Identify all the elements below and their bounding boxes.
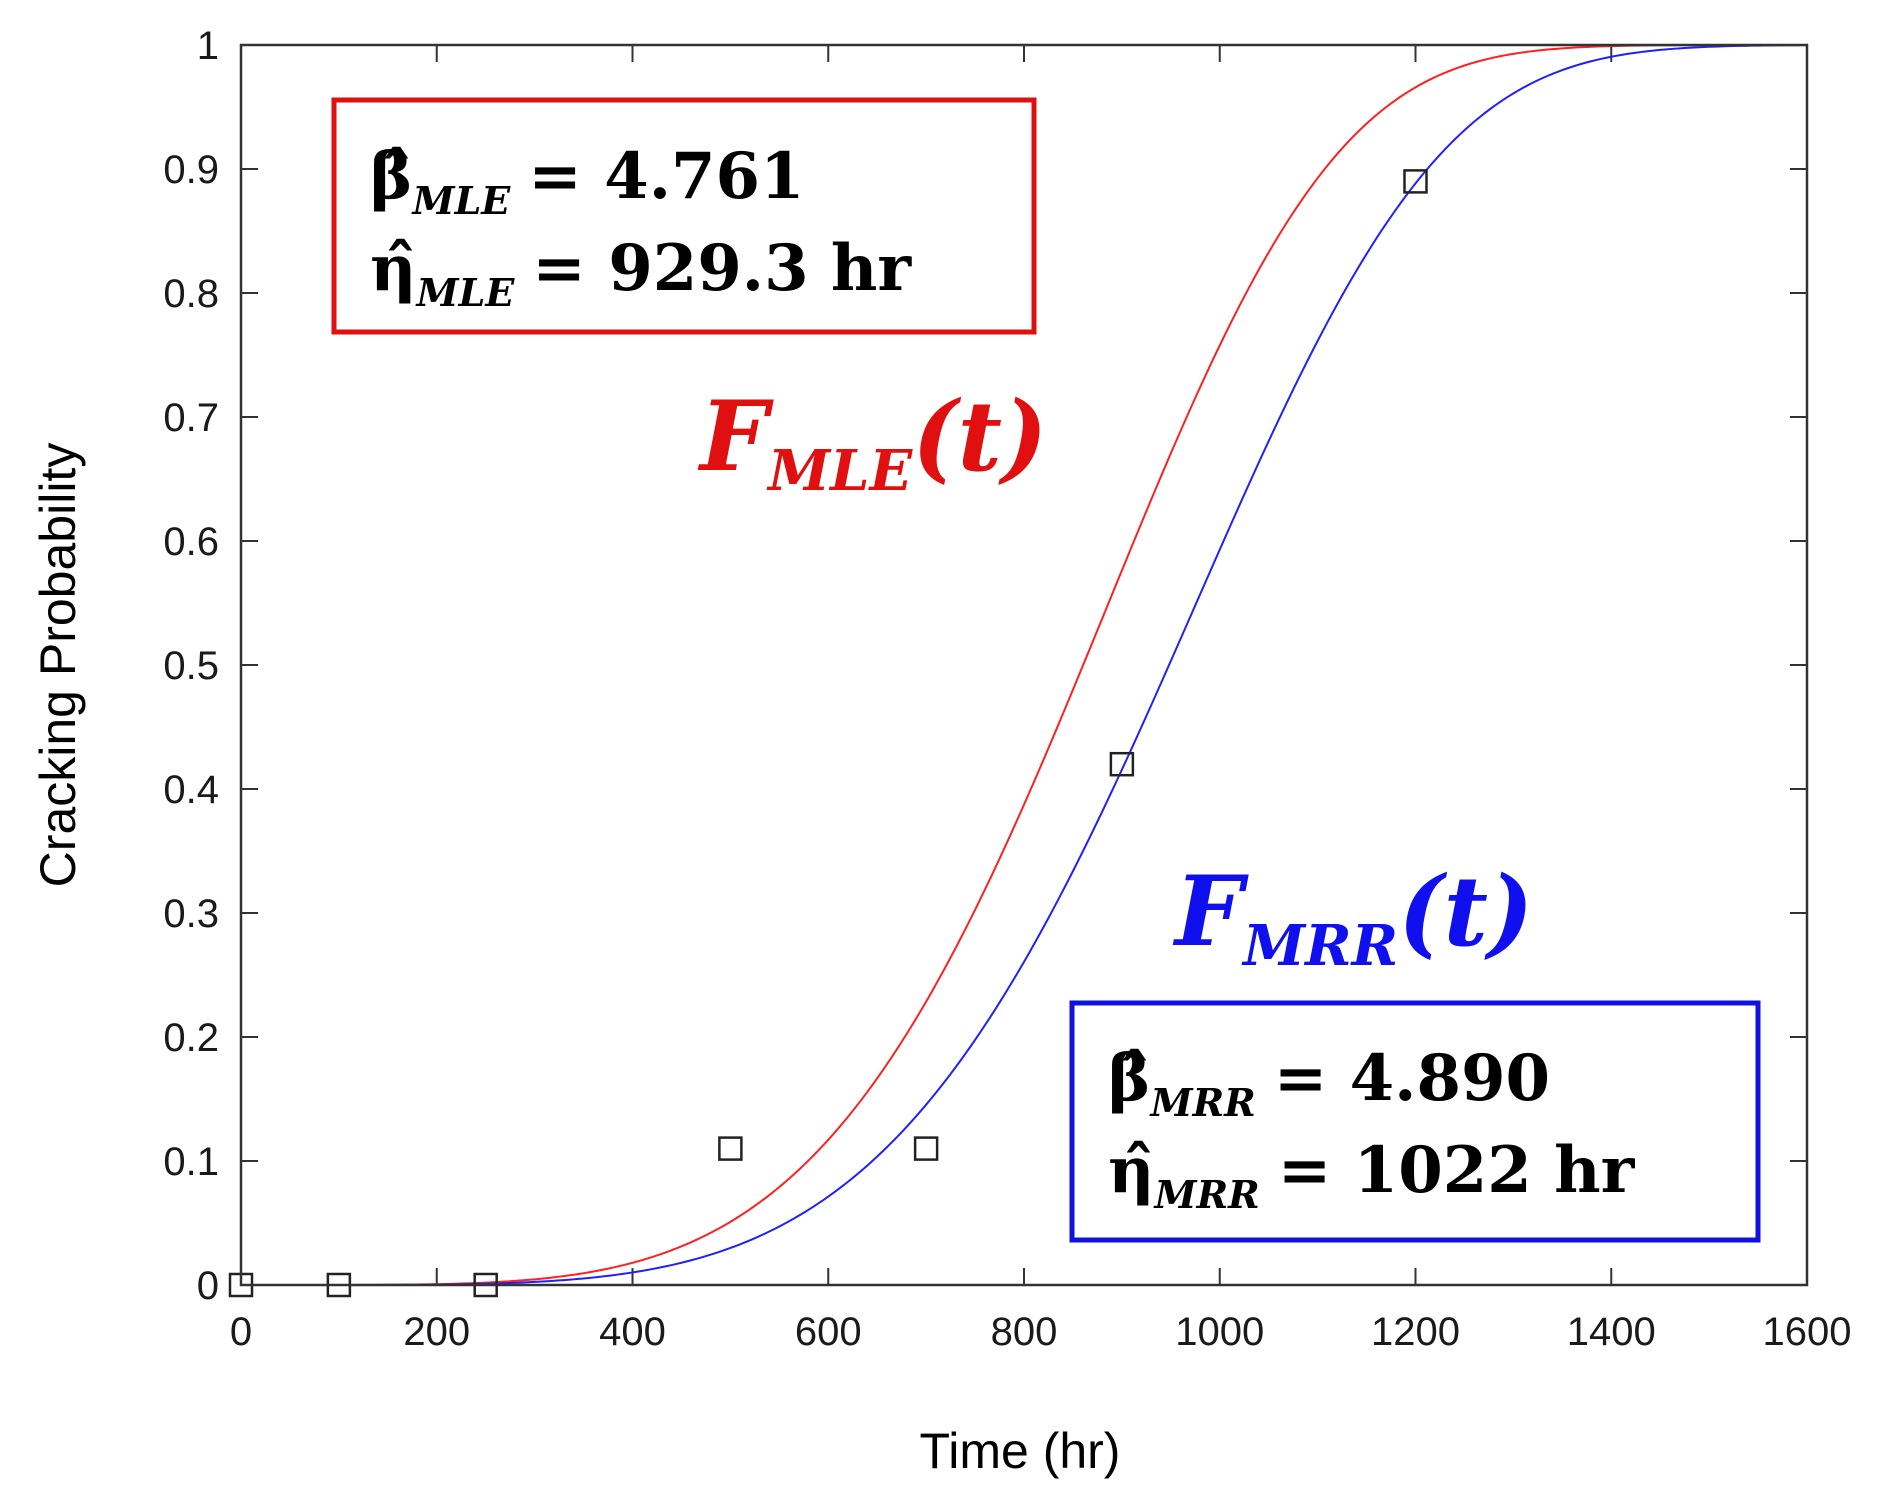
x-tick-label: 1600: [1763, 1310, 1852, 1354]
mrr-cdf-curve: [241, 44, 1808, 1286]
x-axis-title: Time (hr): [920, 1423, 1121, 1479]
x-tick-label: 1200: [1371, 1310, 1460, 1354]
y-tick-label: 0.4: [163, 768, 219, 812]
mle-box-frame: [331, 97, 1037, 335]
y-tick-labels: 0 0.1 0.2 0.3 0.4 0.5 0.6 0.7 0.8 0.9 1: [163, 24, 219, 1308]
x-tick-label: 800: [991, 1310, 1058, 1354]
mle-label-argument: (t): [912, 380, 1047, 493]
data-point-marker: [1109, 751, 1135, 777]
mle-beta-value: = 4.761: [528, 139, 804, 214]
data-point-marker: [913, 1136, 939, 1161]
mrr-eta-line: η̂MRR = 1022 hr: [1108, 1133, 1636, 1217]
mle-beta-subscript: MLE: [411, 178, 512, 223]
mle-eta-value: = 929.3 hr: [532, 231, 912, 306]
y-tick-label: 0.7: [163, 396, 219, 440]
x-tick-label: 0: [230, 1310, 252, 1354]
mrr-curve-label: FMRR(t): [1172, 855, 1533, 979]
mle-cdf-curve: [241, 44, 1807, 1286]
mrr-eta-value: = 1022 hr: [1278, 1133, 1636, 1208]
mrr-beta-symbol: β̂: [1108, 1041, 1151, 1116]
y-tick-label: 0.6: [163, 520, 219, 564]
mle-eta-line: η̂MLE = 929.3 hr: [370, 231, 912, 315]
data-point-marker: [718, 1136, 743, 1161]
mrr-box-frame: [1069, 1000, 1761, 1243]
data-point-marker: [1403, 169, 1428, 194]
mrr-parameter-box: β̂MRR = 4.890 η̂MRR = 1022 hr: [1069, 1000, 1761, 1243]
y-tick-label: 0.2: [163, 1016, 219, 1060]
x-tick-label: 400: [599, 1310, 666, 1354]
y-tick-label: 0: [197, 1264, 219, 1308]
mle-label-main: F: [697, 380, 774, 493]
mrr-beta-line: β̂MRR = 4.890: [1108, 1041, 1550, 1125]
mle-label-subscript: MLE: [766, 438, 913, 504]
x-tick-labels: 0 200 400 600 800 1000 1200 1400 1600: [230, 1310, 1852, 1354]
y-tick-label: 0.8: [163, 272, 219, 316]
y-tick-label: 0.5: [163, 644, 219, 688]
mle-parameter-box: β̂MLE = 4.761 η̂MLE = 929.3 hr: [331, 97, 1037, 335]
y-axis-title: Cracking Probability: [30, 443, 86, 888]
y-tick-label: 0.1: [163, 1140, 219, 1184]
y-tick-label: 1: [197, 24, 219, 68]
y-tick-label: 0.9: [163, 148, 219, 192]
curves: [241, 44, 1808, 1286]
mrr-eta-symbol: η̂: [1108, 1133, 1155, 1208]
x-tick-label: 1400: [1567, 1310, 1656, 1354]
mle-curve-label: FMLE(t): [697, 380, 1047, 504]
plot-frame: [239, 43, 1809, 1287]
mle-eta-symbol: η̂: [370, 231, 417, 306]
x-tick-label: 1000: [1175, 1310, 1264, 1354]
mrr-beta-value: = 4.890: [1274, 1041, 1550, 1116]
mle-beta-line: β̂MLE = 4.761: [370, 139, 805, 223]
mle-beta-symbol: β̂: [370, 139, 413, 214]
mle-eta-subscript: MLE: [415, 270, 516, 315]
mrr-label-argument: (t): [1398, 855, 1533, 968]
mrr-eta-subscript: MRR: [1153, 1172, 1260, 1217]
mrr-label-subscript: MRR: [1241, 913, 1398, 979]
x-tick-label: 200: [403, 1310, 470, 1354]
mrr-beta-subscript: MRR: [1149, 1080, 1256, 1125]
mrr-label-main: F: [1172, 855, 1249, 968]
x-tick-label: 600: [795, 1310, 862, 1354]
y-tick-label: 0.3: [163, 892, 219, 936]
